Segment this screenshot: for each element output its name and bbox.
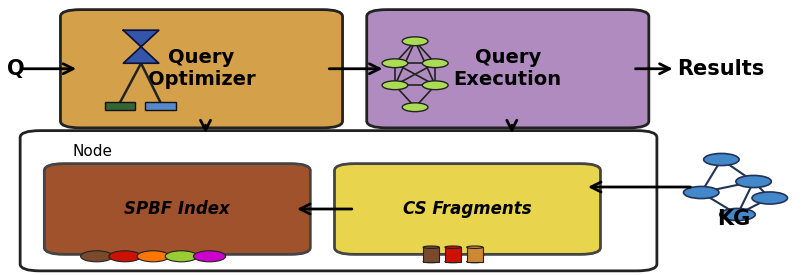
Circle shape — [382, 59, 408, 68]
Ellipse shape — [423, 246, 439, 249]
Ellipse shape — [423, 260, 439, 263]
FancyBboxPatch shape — [44, 164, 310, 254]
FancyBboxPatch shape — [20, 131, 657, 271]
Circle shape — [193, 251, 226, 262]
Polygon shape — [123, 30, 159, 63]
FancyBboxPatch shape — [60, 10, 343, 128]
Text: Results: Results — [677, 59, 764, 79]
Bar — [445, 247, 461, 262]
Ellipse shape — [445, 260, 461, 263]
FancyBboxPatch shape — [367, 10, 649, 128]
Bar — [467, 247, 483, 262]
Circle shape — [736, 175, 771, 188]
Circle shape — [704, 153, 739, 166]
Bar — [145, 102, 176, 110]
FancyBboxPatch shape — [334, 164, 600, 254]
Circle shape — [137, 251, 169, 262]
Text: CS Fragments: CS Fragments — [403, 200, 532, 218]
Text: SPBF Index: SPBF Index — [124, 200, 231, 218]
Circle shape — [109, 251, 141, 262]
Ellipse shape — [467, 246, 483, 249]
Circle shape — [752, 192, 787, 204]
Text: Q: Q — [7, 59, 25, 79]
Text: Query
Execution: Query Execution — [454, 48, 562, 89]
Circle shape — [81, 251, 113, 262]
Circle shape — [422, 81, 448, 90]
Bar — [105, 102, 135, 110]
Circle shape — [422, 59, 448, 68]
Bar — [423, 247, 439, 262]
Circle shape — [402, 37, 428, 46]
Ellipse shape — [467, 260, 483, 263]
Text: Query
Optimizer: Query Optimizer — [147, 48, 256, 89]
Circle shape — [382, 81, 408, 90]
Circle shape — [165, 251, 197, 262]
Text: Node: Node — [73, 144, 113, 159]
Circle shape — [683, 186, 719, 199]
Circle shape — [720, 208, 755, 221]
Ellipse shape — [445, 246, 461, 249]
Text: KG: KG — [717, 209, 750, 229]
Circle shape — [402, 103, 428, 112]
